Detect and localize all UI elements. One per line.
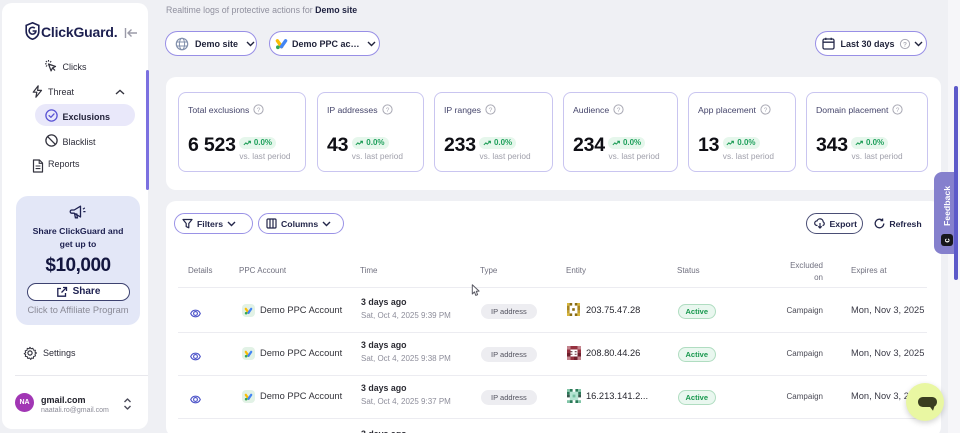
svg-text:?: ? — [903, 41, 907, 48]
svg-text:?: ? — [896, 107, 900, 114]
svg-text:?: ? — [385, 107, 389, 114]
svg-text:?: ? — [257, 107, 261, 114]
svg-text:?: ? — [617, 107, 621, 114]
svg-text:?: ? — [489, 107, 493, 114]
svg-text:?: ? — [764, 107, 768, 114]
